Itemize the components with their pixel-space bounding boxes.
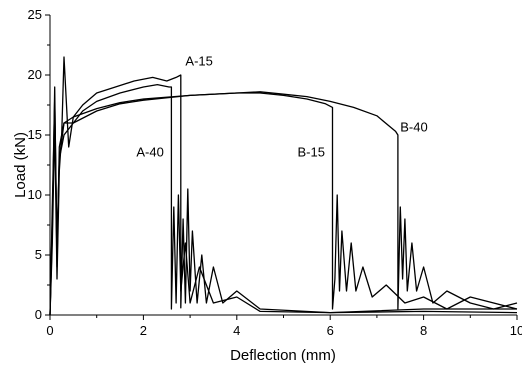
- annotations: A-15 A-40 B-15 B-40: [136, 53, 427, 159]
- annotation-label: B-15: [298, 145, 325, 160]
- x-tick-label: 2: [140, 323, 147, 338]
- ticks: 0 2 4 6 8 10 0 5 10 15 20 25: [28, 7, 522, 338]
- plot-lines: [49, 56, 518, 316]
- x-tick-label: 0: [46, 323, 53, 338]
- y-tick-label: 15: [28, 127, 42, 142]
- series-line-1: [49, 56, 517, 316]
- series-line-2: [49, 83, 518, 316]
- y-axis-title: Load (kN): [12, 132, 29, 198]
- y-tick-label: 5: [35, 247, 42, 262]
- x-tick-label: 6: [327, 323, 334, 338]
- x-tick-label: 4: [233, 323, 240, 338]
- y-tick-label: 25: [28, 7, 42, 22]
- x-axis-title: Deflection (mm): [230, 347, 336, 364]
- y-tick-label: 20: [28, 67, 42, 82]
- annotation-label: B-40: [400, 119, 427, 134]
- x-tick-label: 8: [420, 323, 427, 338]
- annotation-label: A-40: [136, 145, 163, 160]
- series-line-3: [49, 92, 518, 316]
- annotation-label: A-15: [185, 53, 212, 68]
- series-line-4: [49, 86, 518, 316]
- y-tick-label: 10: [28, 187, 42, 202]
- axes: [49, 15, 517, 316]
- y-tick-label: 0: [35, 307, 42, 322]
- x-tick-label: 10: [510, 323, 522, 338]
